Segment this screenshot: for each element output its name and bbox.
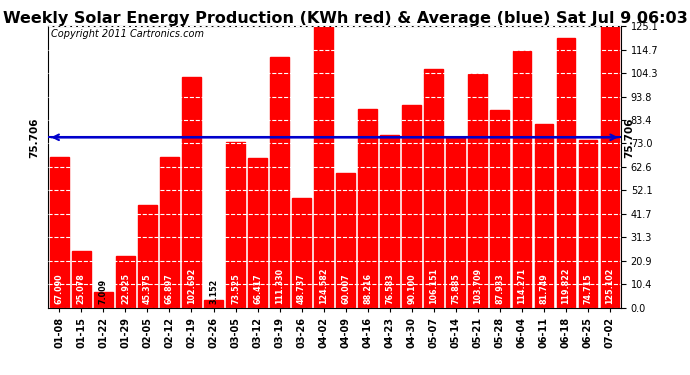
Text: 25.078: 25.078 [77,273,86,304]
Bar [535,124,553,308]
Bar [248,158,267,308]
Text: 75.706: 75.706 [624,117,634,158]
Bar [491,110,509,308]
Text: 119.822: 119.822 [562,268,571,304]
Bar [182,76,201,308]
Text: 103.709: 103.709 [473,268,482,304]
Text: Copyright 2011 Cartronics.com: Copyright 2011 Cartronics.com [51,29,204,39]
Bar [116,256,135,307]
Bar [469,74,487,307]
Bar [160,157,179,308]
Bar [204,300,223,307]
Text: 66.897: 66.897 [165,273,174,304]
Text: 106.151: 106.151 [429,268,438,304]
Text: 22.925: 22.925 [121,273,130,304]
Text: 88.216: 88.216 [363,273,372,304]
Bar [446,137,465,308]
Bar [579,140,598,308]
Text: 81.749: 81.749 [540,273,549,304]
Text: 87.933: 87.933 [495,273,504,304]
Bar [402,105,421,308]
Text: 75.706: 75.706 [30,117,39,158]
Text: 75.885: 75.885 [451,273,460,304]
Bar [336,172,355,308]
Bar [557,38,575,308]
Text: 111.330: 111.330 [275,268,284,304]
Text: 124.582: 124.582 [319,268,328,304]
Text: 66.417: 66.417 [253,273,262,304]
Bar [380,135,399,308]
Text: 60.007: 60.007 [341,273,350,304]
Bar [600,26,620,308]
Bar [72,251,90,308]
Text: 73.525: 73.525 [231,273,240,304]
Bar [226,142,245,308]
Text: Weekly Solar Energy Production (KWh red) & Average (blue) Sat Jul 9 06:03: Weekly Solar Energy Production (KWh red)… [3,11,687,26]
Bar [293,198,311,308]
Text: 67.090: 67.090 [55,273,63,304]
Bar [314,27,333,308]
Text: 114.271: 114.271 [518,268,526,304]
Text: 3.152: 3.152 [209,279,218,304]
Bar [424,69,443,308]
Text: 76.583: 76.583 [385,273,394,304]
Text: 45.375: 45.375 [143,273,152,304]
Text: 74.715: 74.715 [584,273,593,304]
Bar [138,206,157,308]
Text: 102.692: 102.692 [187,268,196,304]
Bar [270,57,289,308]
Text: 48.737: 48.737 [297,273,306,304]
Bar [513,51,531,308]
Text: 7.009: 7.009 [99,279,108,304]
Text: 125.102: 125.102 [606,268,615,304]
Text: 90.100: 90.100 [407,273,416,304]
Bar [358,109,377,307]
Bar [50,157,69,308]
Bar [94,292,112,308]
